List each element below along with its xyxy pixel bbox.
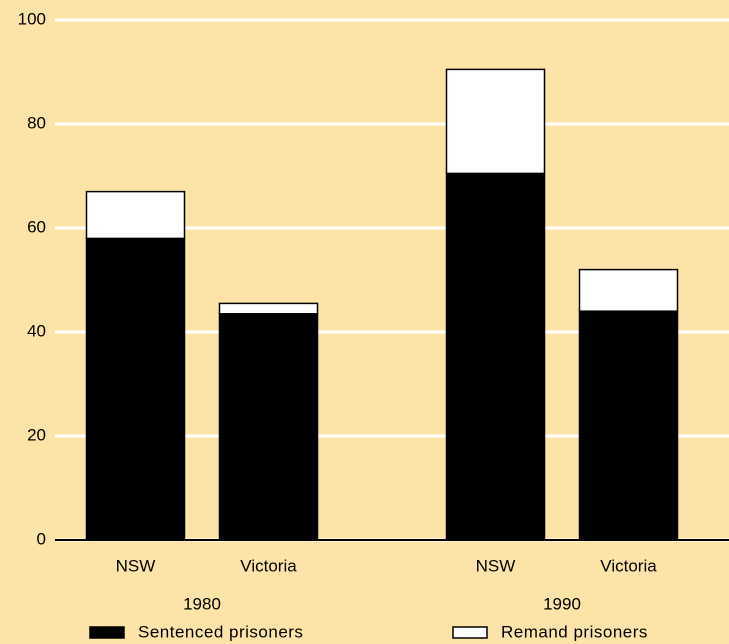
legend-swatch	[89, 626, 125, 639]
bar-segment	[578, 310, 679, 541]
group-label: 1980	[183, 594, 221, 613]
y-tick-label: 20	[27, 425, 46, 444]
y-tick-label: 80	[27, 113, 46, 132]
group-label: 1990	[543, 594, 581, 613]
x-tick-label: NSW	[116, 556, 156, 575]
legend-label: Sentenced prisoners	[138, 622, 303, 641]
legend-swatch	[452, 626, 488, 639]
y-tick-label: 100	[18, 9, 46, 28]
bar-segment	[218, 302, 319, 315]
bar-segment	[445, 172, 546, 541]
x-tick-label: Victoria	[240, 556, 297, 575]
bar-segment	[445, 68, 546, 175]
y-tick-label: 0	[37, 529, 46, 548]
bar-segment	[578, 268, 679, 312]
y-tick-label: 60	[27, 217, 46, 236]
bar-segment	[218, 313, 319, 541]
bar-segment	[85, 190, 186, 240]
bar-segment	[85, 237, 186, 541]
legend-label: Remand prisoners	[501, 622, 648, 641]
x-tick-label: Victoria	[600, 556, 657, 575]
x-tick-label: NSW	[476, 556, 516, 575]
y-tick-label: 40	[27, 321, 46, 340]
